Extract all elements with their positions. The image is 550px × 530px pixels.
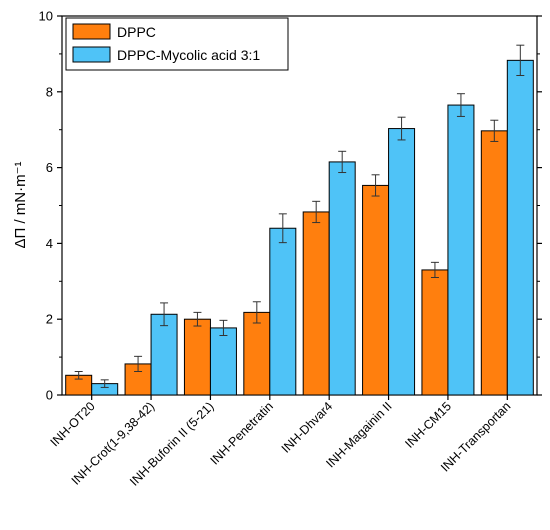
legend-entry-label: DPPC-Mycolic acid 3:1 <box>117 47 260 63</box>
bar-dppc-mycolic-6 <box>447 104 475 396</box>
bar-dppc-5 <box>362 184 390 396</box>
bars <box>65 59 534 396</box>
bar-dppc-7 <box>480 130 508 396</box>
legend: DPPC DPPC-Mycolic acid 3:1 <box>65 17 289 71</box>
bar-dppc-mycolic-4 <box>328 161 356 396</box>
x-category-label: INH-OT20 <box>48 399 98 449</box>
legend-swatch <box>72 23 111 40</box>
y-tick-label: 8 <box>46 84 53 99</box>
bar-dppc-6 <box>421 269 449 396</box>
y-tick-label: 6 <box>46 160 53 175</box>
bar-dppc-4 <box>302 211 330 396</box>
x-category-label: INH-Dhvar4 <box>279 399 336 456</box>
x-category-label: INH-Penetratin <box>208 399 276 467</box>
y-axis-title: ΔΠ / mN·m⁻¹ <box>12 161 29 248</box>
bar-dppc-mycolic-1 <box>150 313 178 396</box>
bar-dppc-mycolic-5 <box>388 128 416 396</box>
x-category-label: INH-CM15 <box>402 399 454 451</box>
y-tick-label: 10 <box>39 9 53 24</box>
y-tick-label: 0 <box>46 388 53 403</box>
bar-dppc-mycolic-2 <box>209 327 237 396</box>
y-tick-label: 2 <box>46 312 53 327</box>
bar-dppc-mycolic-7 <box>506 59 534 396</box>
bar-dppc-2 <box>183 318 211 396</box>
axes <box>57 15 542 400</box>
legend-swatch <box>72 46 111 63</box>
y-tick-label: 4 <box>46 236 53 251</box>
error-bars <box>74 44 525 388</box>
bar-dppc-3 <box>243 311 271 396</box>
legend-entry-label: DPPC <box>117 24 156 40</box>
bar-dppc-mycolic-3 <box>269 227 297 396</box>
